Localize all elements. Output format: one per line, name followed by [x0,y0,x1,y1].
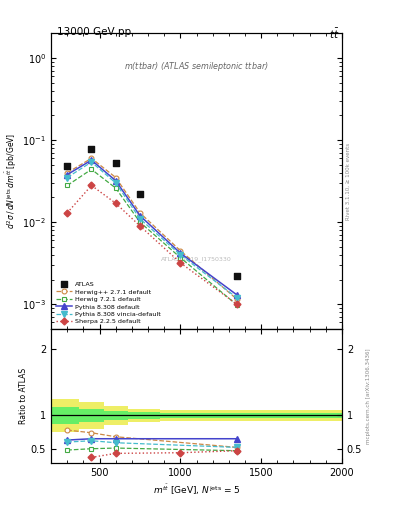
Sherpa 2.2.5 default [178,260,183,266]
Herwig 7.2.1 default [89,166,94,173]
Legend: ATLAS, Herwig++ 2.7.1 default, Herwig 7.2.1 default, Pythia 8.308 default, Pythi: ATLAS, Herwig++ 2.7.1 default, Herwig 7.… [54,280,162,326]
Herwig 7.2.1 default [113,185,118,191]
Y-axis label: Ratio to ATLAS: Ratio to ATLAS [19,368,28,424]
Text: $t\bar{t}$: $t\bar{t}$ [329,27,340,41]
ATLAS [234,272,240,280]
Herwig++ 2.7.1 default [65,169,70,176]
Line: Herwig 7.2.1 default: Herwig 7.2.1 default [65,167,239,307]
Pythia 8.308 vincia-default [235,295,239,301]
Line: Pythia 8.308 default: Pythia 8.308 default [64,157,240,298]
Sherpa 2.2.5 default [113,200,118,206]
Herwig 7.2.1 default [235,302,239,308]
Herwig 7.2.1 default [65,182,70,188]
Pythia 8.308 default [178,250,183,256]
Sherpa 2.2.5 default [235,301,239,307]
ATLAS [112,159,119,167]
Herwig++ 2.7.1 default [235,296,239,303]
ATLAS [88,145,95,154]
Sherpa 2.2.5 default [138,223,142,229]
Y-axis label: Rivet 3.1.10, ≥ 100k events: Rivet 3.1.10, ≥ 100k events [346,142,351,220]
Herwig 7.2.1 default [178,254,183,261]
Sherpa 2.2.5 default [89,182,94,188]
ATLAS [137,190,143,198]
Herwig++ 2.7.1 default [178,248,183,254]
Text: $m$(ttbar) (ATLAS semileptonic ttbar): $m$(ttbar) (ATLAS semileptonic ttbar) [124,60,269,73]
Pythia 8.308 default [65,172,70,178]
Y-axis label: $d^2\sigma\,/\,dN^\mathrm{jets}\,dm^{t\bar{t}}$ [pb/GeV]: $d^2\sigma\,/\,dN^\mathrm{jets}\,dm^{t\b… [4,133,20,229]
ATLAS [64,162,70,170]
Herwig++ 2.7.1 default [113,175,118,181]
Line: Pythia 8.308 vincia-default: Pythia 8.308 vincia-default [64,159,240,301]
Pythia 8.308 default [89,157,94,163]
Line: Sherpa 2.2.5 default: Sherpa 2.2.5 default [65,183,239,307]
Pythia 8.308 default [235,292,239,298]
Text: 13000 GeV pp: 13000 GeV pp [57,27,131,37]
Pythia 8.308 vincia-default [65,175,70,181]
Line: Herwig++ 2.7.1 default: Herwig++ 2.7.1 default [65,156,239,302]
Pythia 8.308 default [113,178,118,184]
Herwig 7.2.1 default [138,219,142,225]
Sherpa 2.2.5 default [65,210,70,216]
Pythia 8.308 vincia-default [113,180,118,186]
Herwig++ 2.7.1 default [138,210,142,216]
Herwig++ 2.7.1 default [89,155,94,161]
Y-axis label: mcplots.cern.ch [arXiv:1306.3436]: mcplots.cern.ch [arXiv:1306.3436] [366,348,371,444]
Pythia 8.308 vincia-default [89,159,94,165]
Pythia 8.308 default [138,212,142,219]
Pythia 8.308 vincia-default [138,216,142,222]
Pythia 8.308 vincia-default [178,252,183,258]
X-axis label: $m^{t\bar{t}}$ [GeV], $N^\mathrm{jets}$ = 5: $m^{t\bar{t}}$ [GeV], $N^\mathrm{jets}$ … [152,482,241,497]
Text: ATLAS_2019_I1750330: ATLAS_2019_I1750330 [161,257,232,262]
